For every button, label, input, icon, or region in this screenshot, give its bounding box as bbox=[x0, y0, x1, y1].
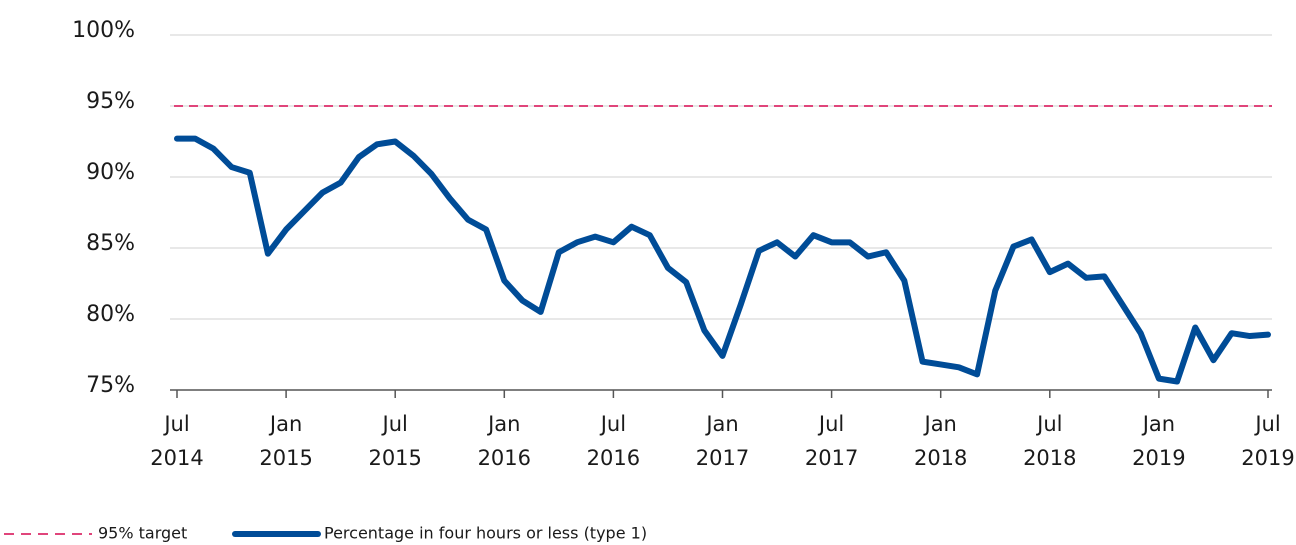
x-tick-label: Jul 2015 bbox=[368, 412, 422, 470]
series-line bbox=[174, 135, 1271, 385]
y-tick-label: 75% bbox=[86, 373, 135, 398]
x-tick-label: Jul 2019 bbox=[1241, 412, 1295, 470]
x-tick-label: Jan 2018 bbox=[913, 412, 968, 470]
x-tick-label: Jan 2019 bbox=[1132, 412, 1186, 470]
y-tick-label: 85% bbox=[86, 231, 135, 256]
x-tick-label: Jan 2017 bbox=[695, 412, 750, 470]
legend-label: 95% target bbox=[98, 524, 187, 543]
x-tick-label: Jul 2016 bbox=[586, 412, 641, 470]
y-tick-label: 90% bbox=[86, 160, 135, 185]
x-tick-label: Jul 2017 bbox=[804, 412, 859, 470]
y-tick-label: 95% bbox=[86, 89, 135, 114]
x-tick-label: Jan 2015 bbox=[259, 412, 313, 470]
y-tick-label: 80% bbox=[86, 302, 135, 327]
y-tick-label: 100% bbox=[72, 18, 135, 43]
legend-label: Percentage in four hours or less (type 1… bbox=[324, 524, 647, 543]
x-tick-label: Jul 2018 bbox=[1023, 412, 1077, 470]
x-tick-label: Jul 2014 bbox=[150, 412, 204, 470]
x-tick-label: Jan 2016 bbox=[477, 412, 532, 470]
